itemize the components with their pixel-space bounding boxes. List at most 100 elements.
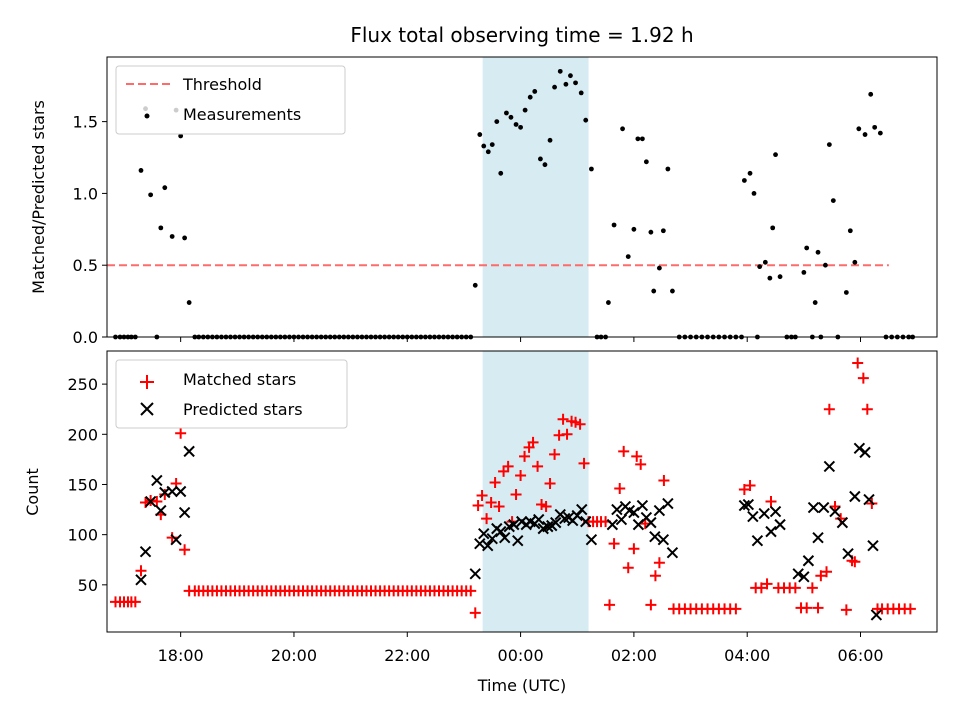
measurement-point [578, 90, 584, 96]
measurement-point [747, 170, 753, 176]
matched-star-point [557, 413, 569, 425]
predicted-star-point [747, 510, 759, 523]
predicted-star-point [178, 506, 191, 519]
matched-star-point [574, 418, 586, 430]
matched-star-point [755, 582, 767, 594]
predicted-star-point [867, 539, 879, 552]
predicted-star-point [151, 474, 163, 487]
measurement-point [777, 274, 783, 280]
matched-star-point [472, 500, 484, 512]
predicted-star-point [155, 504, 167, 517]
predicted-star-point [139, 546, 152, 558]
predicted-star-point [580, 515, 592, 528]
matched-star-point [812, 602, 824, 614]
measurement-point [481, 143, 487, 149]
measurement-point [767, 275, 773, 281]
measurement-point [877, 130, 883, 136]
measurement-point [872, 124, 878, 130]
measurement-point [518, 124, 523, 130]
measurement-point [589, 166, 594, 172]
measurement-point [751, 191, 757, 196]
predicted-star-point [144, 495, 157, 508]
measurement-point [847, 228, 853, 234]
y-tick-label: 200 [67, 425, 98, 444]
measurement-point [489, 142, 495, 147]
measurement-point [568, 73, 573, 79]
top-y-ticks: 0.0 0.5 1.0 1.5 [73, 113, 107, 347]
measurement-point [625, 254, 631, 259]
measurement-point [552, 84, 557, 90]
x-tick-label: 02:00 [611, 646, 657, 665]
bottom-legend: Matched stars Predicted stars [115, 359, 348, 429]
measurement-point [169, 234, 175, 239]
predicted-star-point [135, 574, 147, 586]
predicted-star-point [849, 490, 861, 503]
measurement-point [830, 198, 836, 203]
measurement-point [773, 152, 778, 158]
matched-star-point [166, 532, 178, 544]
measurement-point [504, 110, 509, 116]
predicted-star-point [657, 533, 670, 546]
top-legend: Threshold Measurements [115, 65, 346, 135]
matched-star-point [614, 482, 626, 494]
matched-star-point [852, 357, 864, 369]
legend-matched-swatch [140, 375, 154, 389]
predicted-star-point [495, 525, 507, 538]
matched-star-point [765, 496, 777, 508]
top-y-axis-label: Matched/Predicted stars [29, 100, 48, 294]
predicted-star-point [508, 518, 520, 531]
y-tick-label: 0.0 [73, 328, 98, 347]
matched-star-point [761, 578, 773, 590]
measurement-point [770, 225, 776, 231]
matched-star-point [653, 557, 665, 569]
predicted-star-point [571, 509, 583, 522]
predicted-star-point [653, 504, 666, 517]
matched-star-point [861, 403, 873, 415]
measurement-point [508, 114, 514, 120]
predicted-star-point [636, 499, 649, 512]
measurement-point [538, 156, 543, 162]
predicted-star-point [758, 507, 770, 520]
matched-star-point [519, 450, 531, 462]
predicted-star-point [842, 548, 854, 560]
measurement-point [522, 107, 528, 113]
measurement-point [513, 122, 519, 127]
predicted-star-point [542, 520, 554, 533]
measurement-point [804, 245, 810, 251]
predicted-star-point [859, 446, 871, 459]
predicted-star-point [585, 533, 598, 546]
measurement-point [670, 288, 675, 294]
bottom-plot-frame [106, 350, 938, 633]
matched-star-point [481, 513, 493, 525]
measurement-point [557, 68, 563, 74]
measurement-point [158, 225, 164, 231]
measurement-point [852, 259, 858, 265]
matched-star-point [658, 474, 670, 486]
predicted-star-point [751, 534, 764, 547]
measurement-point [532, 89, 538, 94]
predicted-star-point [606, 518, 619, 531]
measurement-point [186, 300, 192, 305]
predicted-star-point [550, 516, 562, 529]
measurement-point [573, 80, 578, 86]
predicted-star-points [135, 442, 883, 621]
matched-star-point [502, 460, 514, 472]
matched-star-point [604, 599, 616, 611]
y-tick-label: 250 [67, 375, 98, 394]
predicted-star-point [499, 531, 511, 544]
matched-star-point [489, 476, 501, 488]
measurement-point [639, 136, 645, 142]
matched-star-point [608, 538, 620, 550]
predicted-star-point [512, 534, 524, 547]
measurement-point [583, 117, 589, 123]
predicted-star-point [486, 532, 498, 545]
measurement-point [643, 159, 649, 165]
legend-predicted-swatch [140, 402, 154, 416]
legend-threshold-label: Threshold [182, 75, 262, 94]
measurement-point [762, 259, 768, 265]
matched-star-point [540, 501, 552, 513]
matched-star-point [840, 604, 852, 616]
predicted-star-point [166, 485, 178, 498]
predicted-star-point [853, 442, 866, 455]
legend-measurements-swatch [144, 113, 150, 119]
